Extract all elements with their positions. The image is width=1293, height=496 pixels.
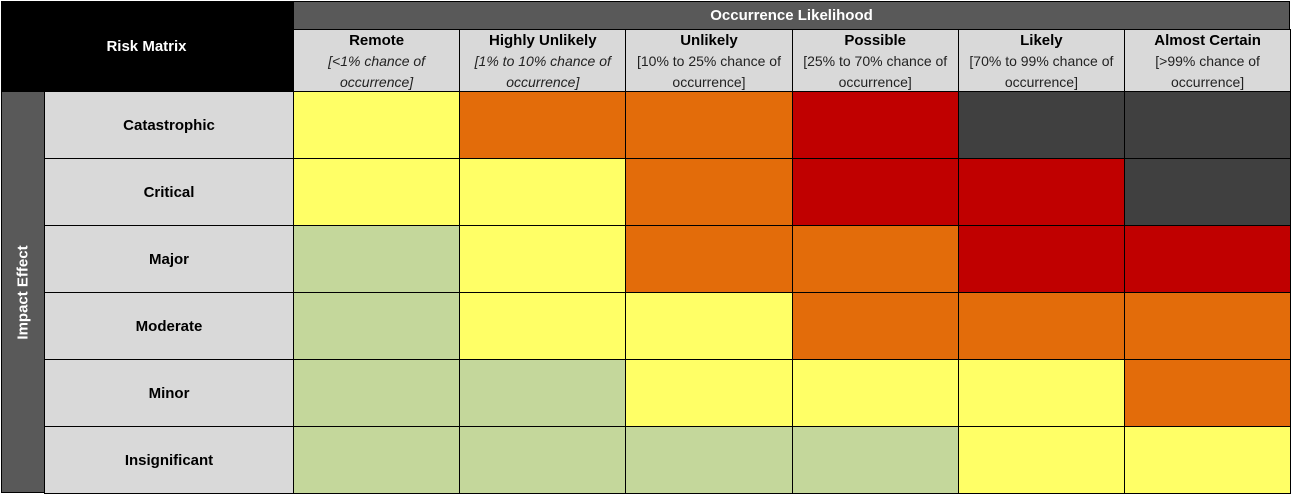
risk-cell <box>957 292 1125 360</box>
row-label: Catastrophic <box>44 91 294 159</box>
column-name: Likely <box>1020 32 1063 49</box>
column-header: Likely [70% to 99% chance of occurrence] <box>957 29 1125 92</box>
risk-cell <box>293 426 461 494</box>
risk-cell <box>791 225 959 293</box>
column-header: Unlikely [10% to 25% chance of occurrence… <box>625 29 793 92</box>
risk-cell <box>1124 158 1292 226</box>
risk-cell <box>791 158 959 226</box>
column-header: Highly Unlikely [1% to 10% chance of occu… <box>459 29 627 92</box>
column-name: Remote <box>349 32 405 49</box>
risk-cell <box>625 158 793 226</box>
risk-cell <box>1124 91 1292 159</box>
column-group: Occurrence Likelihood <box>293 1 1290 30</box>
risk-cell <box>791 91 959 159</box>
row-label: Major <box>44 225 294 293</box>
row-label: Critical <box>44 158 294 226</box>
risk-cell <box>957 426 1125 494</box>
risk-cell <box>1124 225 1292 293</box>
row-group-cell: Impact Effect <box>1 91 45 493</box>
row-label: Minor <box>44 359 294 427</box>
column-note: [10% to 25% chance of occurrence] <box>636 53 781 90</box>
risk-cell <box>459 158 627 226</box>
column-name: Possible <box>844 32 907 49</box>
column-header: Possible [25% to 70% chance of occurrence… <box>791 29 959 92</box>
risk-cell <box>293 292 461 360</box>
risk-cell <box>791 426 959 494</box>
risk-cell <box>791 292 959 360</box>
column-name: Unlikely <box>680 32 738 49</box>
risk-cell <box>957 359 1125 427</box>
risk-cell <box>459 225 627 293</box>
column-header: Almost Certain [>99% chance of occurrence… <box>1124 29 1292 92</box>
column-note: [>99% chance of occurrence] <box>1155 53 1260 90</box>
title-cell: Risk Matrix <box>1 1 294 92</box>
risk-cell <box>293 225 461 293</box>
risk-cell <box>1124 359 1292 427</box>
risk-cell <box>293 158 461 226</box>
risk-cell <box>459 359 627 427</box>
risk-cell <box>293 359 461 427</box>
risk-cell <box>957 91 1125 159</box>
risk-cell <box>625 359 793 427</box>
row-group: Impact Effect <box>14 244 32 340</box>
risk-cell <box>1124 426 1292 494</box>
row-label: Insignificant <box>44 426 294 494</box>
column-name: Highly Unlikely <box>489 32 597 49</box>
row-label: Moderate <box>44 292 294 360</box>
column-note: [1% to 10% chance of occurrence] <box>474 53 611 90</box>
column-note: [70% to 99% chance of occurrence] <box>969 53 1114 90</box>
risk-cell <box>957 158 1125 226</box>
risk-cell <box>791 359 959 427</box>
column-note: [25% to 70% chance of occurrence] <box>803 53 948 90</box>
risk-cell <box>625 225 793 293</box>
risk-cell <box>459 292 627 360</box>
column-name: Almost Certain <box>1154 32 1261 49</box>
column-header: Remote [<1% chance of occurrence] <box>293 29 461 92</box>
risk-cell <box>459 426 627 494</box>
column-note: [<1% chance of occurrence] <box>328 53 426 90</box>
risk-cell <box>625 292 793 360</box>
risk-cell <box>625 91 793 159</box>
risk-cell <box>625 426 793 494</box>
risk-cell <box>459 91 627 159</box>
risk-cell <box>957 225 1125 293</box>
title: Risk Matrix <box>106 38 187 55</box>
risk-cell <box>1124 292 1292 360</box>
risk-cell <box>293 91 461 159</box>
